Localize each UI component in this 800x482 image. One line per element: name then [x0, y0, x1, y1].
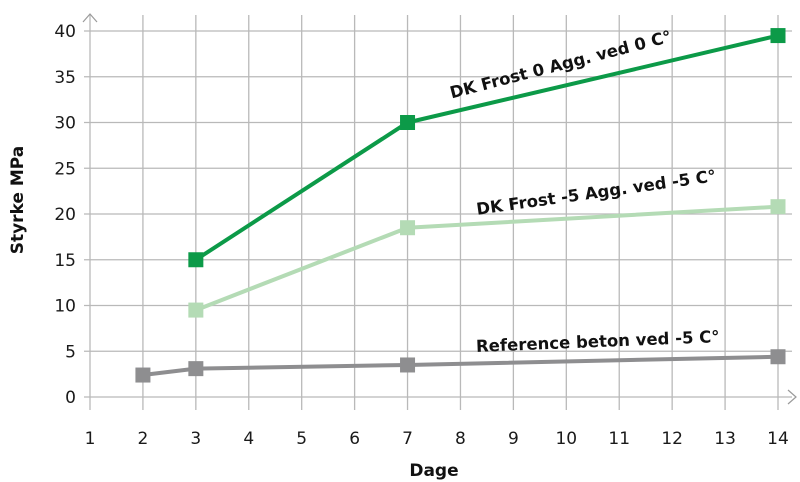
data-point	[770, 28, 786, 44]
x-tick-label: 5	[296, 429, 307, 449]
x-tick-label: 4	[243, 429, 254, 449]
x-tick-label: 10	[555, 429, 577, 449]
series-line	[195, 204, 779, 312]
x-tick-label: 12	[661, 429, 683, 449]
x-tick-label: 9	[508, 429, 519, 449]
x-axis-arrow	[787, 389, 797, 405]
y-axis-title: Styrke MPa	[8, 146, 28, 255]
data-point	[400, 115, 416, 130]
y-tick-label: 25	[54, 159, 76, 179]
axes	[82, 13, 797, 405]
x-tick-label: 6	[349, 429, 360, 449]
y-tick-label: 10	[54, 297, 76, 317]
y-tick-labels: 0 5 10 15 20 25 30 35 40	[54, 22, 76, 408]
y-tick-label: 30	[54, 114, 76, 134]
series-line	[142, 354, 779, 378]
y-tick-label: 40	[54, 22, 76, 42]
x-axis-title: Dage	[409, 461, 458, 481]
x-tick-label: 3	[190, 429, 201, 449]
series	[135, 28, 786, 383]
y-tick-label: 5	[65, 342, 76, 362]
x-tick-labels: 1 2 3 4 5 6 7 8 9 10 11 12 13 14	[85, 429, 789, 449]
data-point	[188, 252, 204, 268]
x-tick-label: 1	[85, 429, 96, 449]
data-point	[770, 199, 786, 215]
x-tick-label: 8	[455, 429, 466, 449]
y-axis-arrow	[82, 13, 98, 23]
x-tick-label: 13	[714, 429, 736, 449]
x-tick-label: 7	[402, 429, 413, 449]
x-tick-label: 11	[608, 429, 630, 449]
data-point	[135, 367, 151, 383]
series-line	[194, 33, 779, 262]
series-label-dk-frost-0: DK Frost 0 Agg. ved 0 C°	[448, 27, 674, 103]
data-point	[400, 357, 416, 373]
data-point	[770, 349, 786, 365]
data-point	[188, 361, 204, 377]
y-tick-label: 0	[65, 388, 76, 408]
y-tick-label: 15	[54, 251, 76, 271]
data-point	[400, 220, 416, 236]
y-tick-label: 20	[54, 205, 76, 225]
y-tick-label: 35	[54, 68, 76, 88]
x-tick-label: 14	[767, 429, 789, 449]
x-tick-label: 2	[138, 429, 149, 449]
data-point	[188, 302, 204, 318]
